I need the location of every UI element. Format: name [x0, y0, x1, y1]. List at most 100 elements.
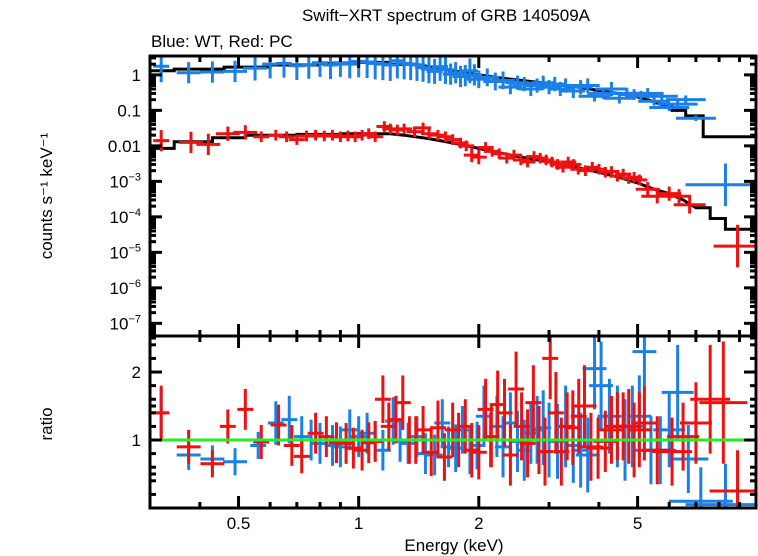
- ratio-frame: [148, 334, 758, 510]
- ratio-tick-label: 1: [132, 431, 141, 450]
- data-point-pc: [673, 195, 706, 214]
- y-tick-label: 10−3: [110, 171, 141, 191]
- data-point-wt: [575, 78, 600, 93]
- ratio-point-wt: [575, 417, 600, 493]
- data-point-pc: [153, 130, 170, 152]
- ratio-point-pc: [219, 409, 236, 444]
- y-axis-label-ratio: ratio: [37, 407, 56, 440]
- ratio-point-pc: [237, 389, 254, 430]
- data-point-pc: [367, 131, 384, 143]
- x-tick-label: 1: [354, 514, 363, 533]
- ratio-point-wt: [685, 463, 756, 508]
- ratio-point-wt: [495, 416, 512, 478]
- ratio-point-pc: [652, 417, 693, 486]
- data-point-wt: [176, 62, 201, 84]
- ratio-point-wt: [572, 412, 589, 488]
- x-tick-label: 0.5: [227, 514, 251, 533]
- ratio-point-pc: [463, 423, 480, 478]
- y-tick-exponent: −4: [128, 207, 141, 219]
- model-line-pc: [150, 132, 756, 231]
- y-tick-base: 10: [110, 314, 129, 333]
- ratio-point-pc: [709, 450, 756, 508]
- data-point-wt: [537, 80, 562, 95]
- ratio-tick-label: 2: [132, 363, 141, 382]
- data-point-pc: [267, 129, 284, 141]
- ratio-point-pc: [496, 378, 513, 447]
- ratio-point-pc: [667, 402, 700, 471]
- data-point-pc: [396, 123, 413, 135]
- data-point-wt: [200, 61, 225, 83]
- data-point-pc: [415, 122, 432, 134]
- data-point-wt: [341, 56, 358, 79]
- ratio-series-pc: [153, 336, 756, 508]
- data-point-wt: [262, 56, 279, 79]
- data-point-wt: [382, 56, 399, 81]
- ratio-point-wt: [632, 336, 657, 386]
- data-point-wt: [657, 100, 698, 108]
- y-tick-exponent: −7: [128, 313, 141, 325]
- y-tick-label: 0.1: [117, 101, 141, 120]
- ratio-point-pc: [599, 395, 624, 464]
- ratio-point-pc: [429, 400, 446, 455]
- y-tick-label: 1: [132, 66, 141, 85]
- y-tick-label: 0.01: [108, 137, 141, 156]
- ratio-plot-area: [150, 336, 756, 508]
- ratio-point-wt: [582, 336, 607, 410]
- data-point-pc: [406, 126, 423, 138]
- data-point-pc: [667, 189, 692, 204]
- ratio-point-pc: [415, 406, 432, 454]
- x-axis-label: Energy (keV): [404, 536, 503, 555]
- ratio-panel: 1 2 0.5 1 2 5: [132, 334, 758, 533]
- ratio-point-pc: [394, 375, 411, 430]
- data-point-pc: [458, 140, 475, 152]
- ratio-point-pc: [470, 425, 487, 480]
- ratio-point-wt: [223, 448, 248, 476]
- x-tick-label: 2: [474, 514, 483, 533]
- data-point-pc: [347, 131, 364, 143]
- y-tick-base: 10: [110, 279, 129, 298]
- data-point-pc: [233, 125, 258, 140]
- data-point-pc: [429, 129, 446, 141]
- ratio-series-wt: [153, 336, 756, 508]
- data-point-pc: [635, 182, 660, 197]
- y-tick-exponent: −5: [128, 242, 141, 254]
- y-tick-label: 10−5: [110, 242, 141, 262]
- ratio-point-pc: [679, 382, 712, 464]
- chart-subtitle: Blue: WT, Red: PC: [151, 32, 293, 51]
- data-point-wt: [685, 163, 756, 207]
- ratio-point-pc: [338, 423, 355, 464]
- data-point-pc: [470, 150, 487, 165]
- ratio-point-pc: [508, 351, 525, 427]
- ratio-point-pc: [200, 450, 225, 478]
- ratio-point-pc: [699, 341, 748, 464]
- series-wt: [153, 56, 756, 207]
- data-point-pc: [178, 131, 203, 154]
- x-tick-label: 5: [633, 514, 642, 533]
- ratio-point-pc: [489, 370, 506, 439]
- data-point-pc: [288, 134, 305, 145]
- ratio-point-pc: [283, 425, 300, 466]
- ratio-point-pc: [502, 424, 519, 486]
- data-point-pc: [713, 224, 756, 268]
- data-point-pc: [278, 131, 295, 143]
- data-point-wt: [675, 115, 716, 122]
- ratio-point-pc: [519, 409, 536, 478]
- chart-title: Swift−XRT spectrum of GRB 140509A: [302, 6, 591, 25]
- ratio-point-wt: [267, 401, 284, 445]
- ratio-point-pc: [307, 412, 324, 454]
- data-point-wt: [312, 56, 328, 77]
- ratio-point-pc: [537, 417, 553, 486]
- y-tick-base: 10: [110, 208, 129, 227]
- data-point-pc: [631, 174, 648, 186]
- ratio-point-pc: [345, 427, 362, 469]
- ratio-point-pc: [572, 365, 597, 447]
- data-point-wt: [276, 56, 292, 78]
- ratio-point-wt: [668, 467, 733, 508]
- data-point-pc: [657, 186, 682, 201]
- data-point-wt: [300, 56, 317, 79]
- y-tick-base: 10: [110, 172, 129, 191]
- data-point-wt: [638, 97, 671, 106]
- spectrum-plot-area: [150, 56, 756, 268]
